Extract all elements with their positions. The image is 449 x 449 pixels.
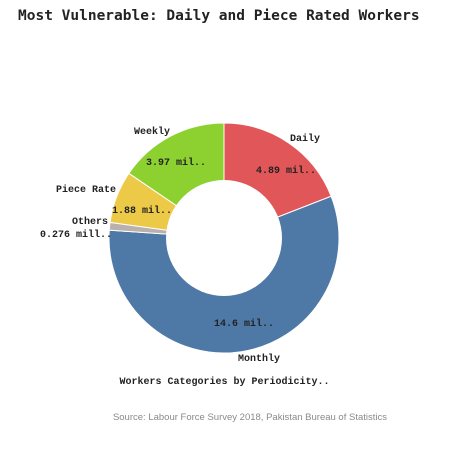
slice-value-label-monthly: 14.6 mil..	[214, 318, 274, 330]
slice-name-label-piece-rate: Piece Rate	[56, 184, 116, 196]
chart-title: Most Vulnerable: Daily and Piece Rated W…	[18, 8, 420, 24]
slice-name-label-weekly: Weekly	[134, 126, 170, 138]
chart-category-label: Workers Categories by Periodicity..	[119, 377, 330, 388]
slice-value-label-daily: 4.89 mil..	[256, 165, 316, 177]
source-note: Source: Labour Force Survey 2018, Pakist…	[112, 412, 387, 423]
slice-name-label-daily: Daily	[290, 133, 320, 145]
labels-layer: Daily 4.89 mil.. Monthly 14.6 mil.. Others0.…	[40, 126, 320, 365]
slice-value-label-weekly: 3.97 mil..	[146, 157, 206, 169]
slice-name-label-monthly: Monthly	[238, 353, 280, 365]
donut-hole	[166, 180, 282, 296]
slice-name-label-others: Others	[72, 216, 108, 228]
slice-value-label-piece-rate: 1.88 mil..	[112, 205, 172, 217]
slice-value-label-others: 0.276 mill..	[40, 229, 112, 241]
